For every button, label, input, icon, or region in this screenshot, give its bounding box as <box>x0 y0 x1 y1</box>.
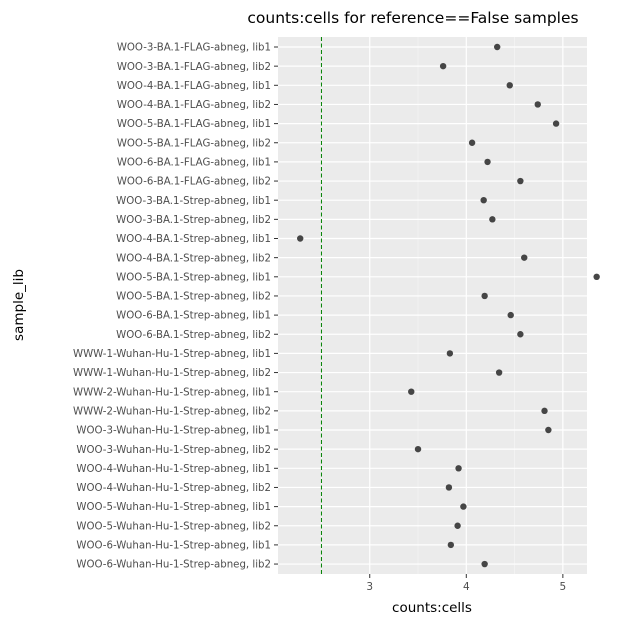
y-tick-label: WOO-6-BA.1-FLAG-abneg, lib1 <box>117 158 271 169</box>
y-tick-label: WOO-5-Wuhan-Hu-1-Strep-abneg, lib2 <box>76 521 271 532</box>
data-point <box>545 426 552 434</box>
data-point <box>454 522 461 529</box>
y-tick-label: WOO-5-BA.1-Strep-abneg, lib2 <box>116 292 271 303</box>
data-point <box>521 254 528 261</box>
data-point <box>480 197 487 204</box>
data-point <box>507 311 514 319</box>
data-point <box>408 388 415 395</box>
x-axis-title: counts:cells <box>392 600 472 616</box>
data-point <box>446 350 454 357</box>
y-tick-label: WOO-4-Wuhan-Hu-1-Strep-abneg, lib2 <box>76 483 271 494</box>
y-tick-label: WOO-6-BA.1-Strep-abneg, lib1 <box>116 311 271 322</box>
data-point <box>541 407 548 415</box>
data-point <box>468 139 476 146</box>
y-tick-label: WOO-3-BA.1-Strep-abneg, lib2 <box>116 215 271 226</box>
y-tick-label: WOO-3-BA.1-Strep-abneg, lib1 <box>116 196 271 207</box>
x-tick-label: 3 <box>366 581 373 593</box>
data-point <box>495 369 503 376</box>
y-tick-label: WOO-4-BA.1-Strep-abneg, lib1 <box>116 234 271 245</box>
plot-panel <box>278 37 587 574</box>
data-point <box>489 216 496 223</box>
data-point <box>455 465 462 472</box>
major-gridlines <box>278 37 587 574</box>
data-point <box>534 101 541 108</box>
data-point <box>481 560 488 568</box>
data-point <box>506 82 513 89</box>
data-point <box>439 62 447 70</box>
data-point <box>445 484 453 491</box>
data-points <box>297 43 600 568</box>
y-tick-label: WWW-1-Wuhan-Hu-1-Strep-abneg, lib1 <box>73 349 271 360</box>
y-tick-labels: WOO-3-BA.1-FLAG-abneg, lib1 WOO-3-BA.1-FL… <box>73 43 278 571</box>
data-point <box>297 235 304 242</box>
x-tick-label: 5 <box>560 581 567 593</box>
y-tick-label: WOO-3-BA.1-FLAG-abneg, lib1 <box>117 43 271 54</box>
x-ticks: 3 4 5 <box>366 574 566 593</box>
y-tick-label: WWW-2-Wuhan-Hu-1-Strep-abneg, lib2 <box>73 406 271 417</box>
data-point <box>460 503 467 510</box>
chart-title: counts:cells for reference==False sample… <box>247 9 578 27</box>
y-tick-label: WOO-5-BA.1-Strep-abneg, lib1 <box>116 272 271 283</box>
y-tick-label: WOO-6-BA.1-Strep-abneg, lib2 <box>116 330 271 341</box>
y-tick-label: WOO-3-Wuhan-Hu-1-Strep-abneg, lib1 <box>76 426 271 437</box>
y-axis-title: sample_lib <box>11 269 27 341</box>
y-tick-label: WOO-4-BA.1-FLAG-abneg, lib2 <box>117 100 271 111</box>
data-point <box>484 158 491 166</box>
y-tick-label: WOO-5-Wuhan-Hu-1-Strep-abneg, lib1 <box>76 502 271 513</box>
y-tick-label: WOO-4-Wuhan-Hu-1-Strep-abneg, lib1 <box>76 464 271 475</box>
y-tick-label: WOO-4-BA.1-FLAG-abneg, lib1 <box>117 81 271 92</box>
data-point <box>517 177 524 185</box>
data-point <box>552 120 560 127</box>
y-tick-label: WOO-6-Wuhan-Hu-1-Strep-abneg, lib2 <box>76 560 271 571</box>
data-point <box>414 445 422 453</box>
y-tick-label: WOO-6-Wuhan-Hu-1-Strep-abneg, lib1 <box>76 541 271 552</box>
y-tick-label: WOO-6-BA.1-FLAG-abneg, lib2 <box>117 177 271 188</box>
y-tick-label: WOO-4-BA.1-Strep-abneg, lib2 <box>116 253 271 264</box>
y-tick-label: WWW-1-Wuhan-Hu-1-Strep-abneg, lib2 <box>73 368 271 379</box>
data-point <box>493 43 501 51</box>
data-point <box>517 331 524 338</box>
x-tick-label: 4 <box>463 581 470 593</box>
y-tick-label: WOO-5-BA.1-FLAG-abneg, lib2 <box>117 138 271 149</box>
data-point <box>447 541 455 549</box>
y-tick-label: WOO-3-Wuhan-Hu-1-Strep-abneg, lib2 <box>76 445 271 456</box>
data-point <box>593 273 600 280</box>
y-tick-label: WOO-5-BA.1-FLAG-abneg, lib1 <box>117 119 271 130</box>
y-tick-label: WOO-3-BA.1-FLAG-abneg, lib2 <box>117 62 271 73</box>
data-point <box>481 292 488 300</box>
y-tick-label: WWW-2-Wuhan-Hu-1-Strep-abneg, lib1 <box>73 387 271 398</box>
